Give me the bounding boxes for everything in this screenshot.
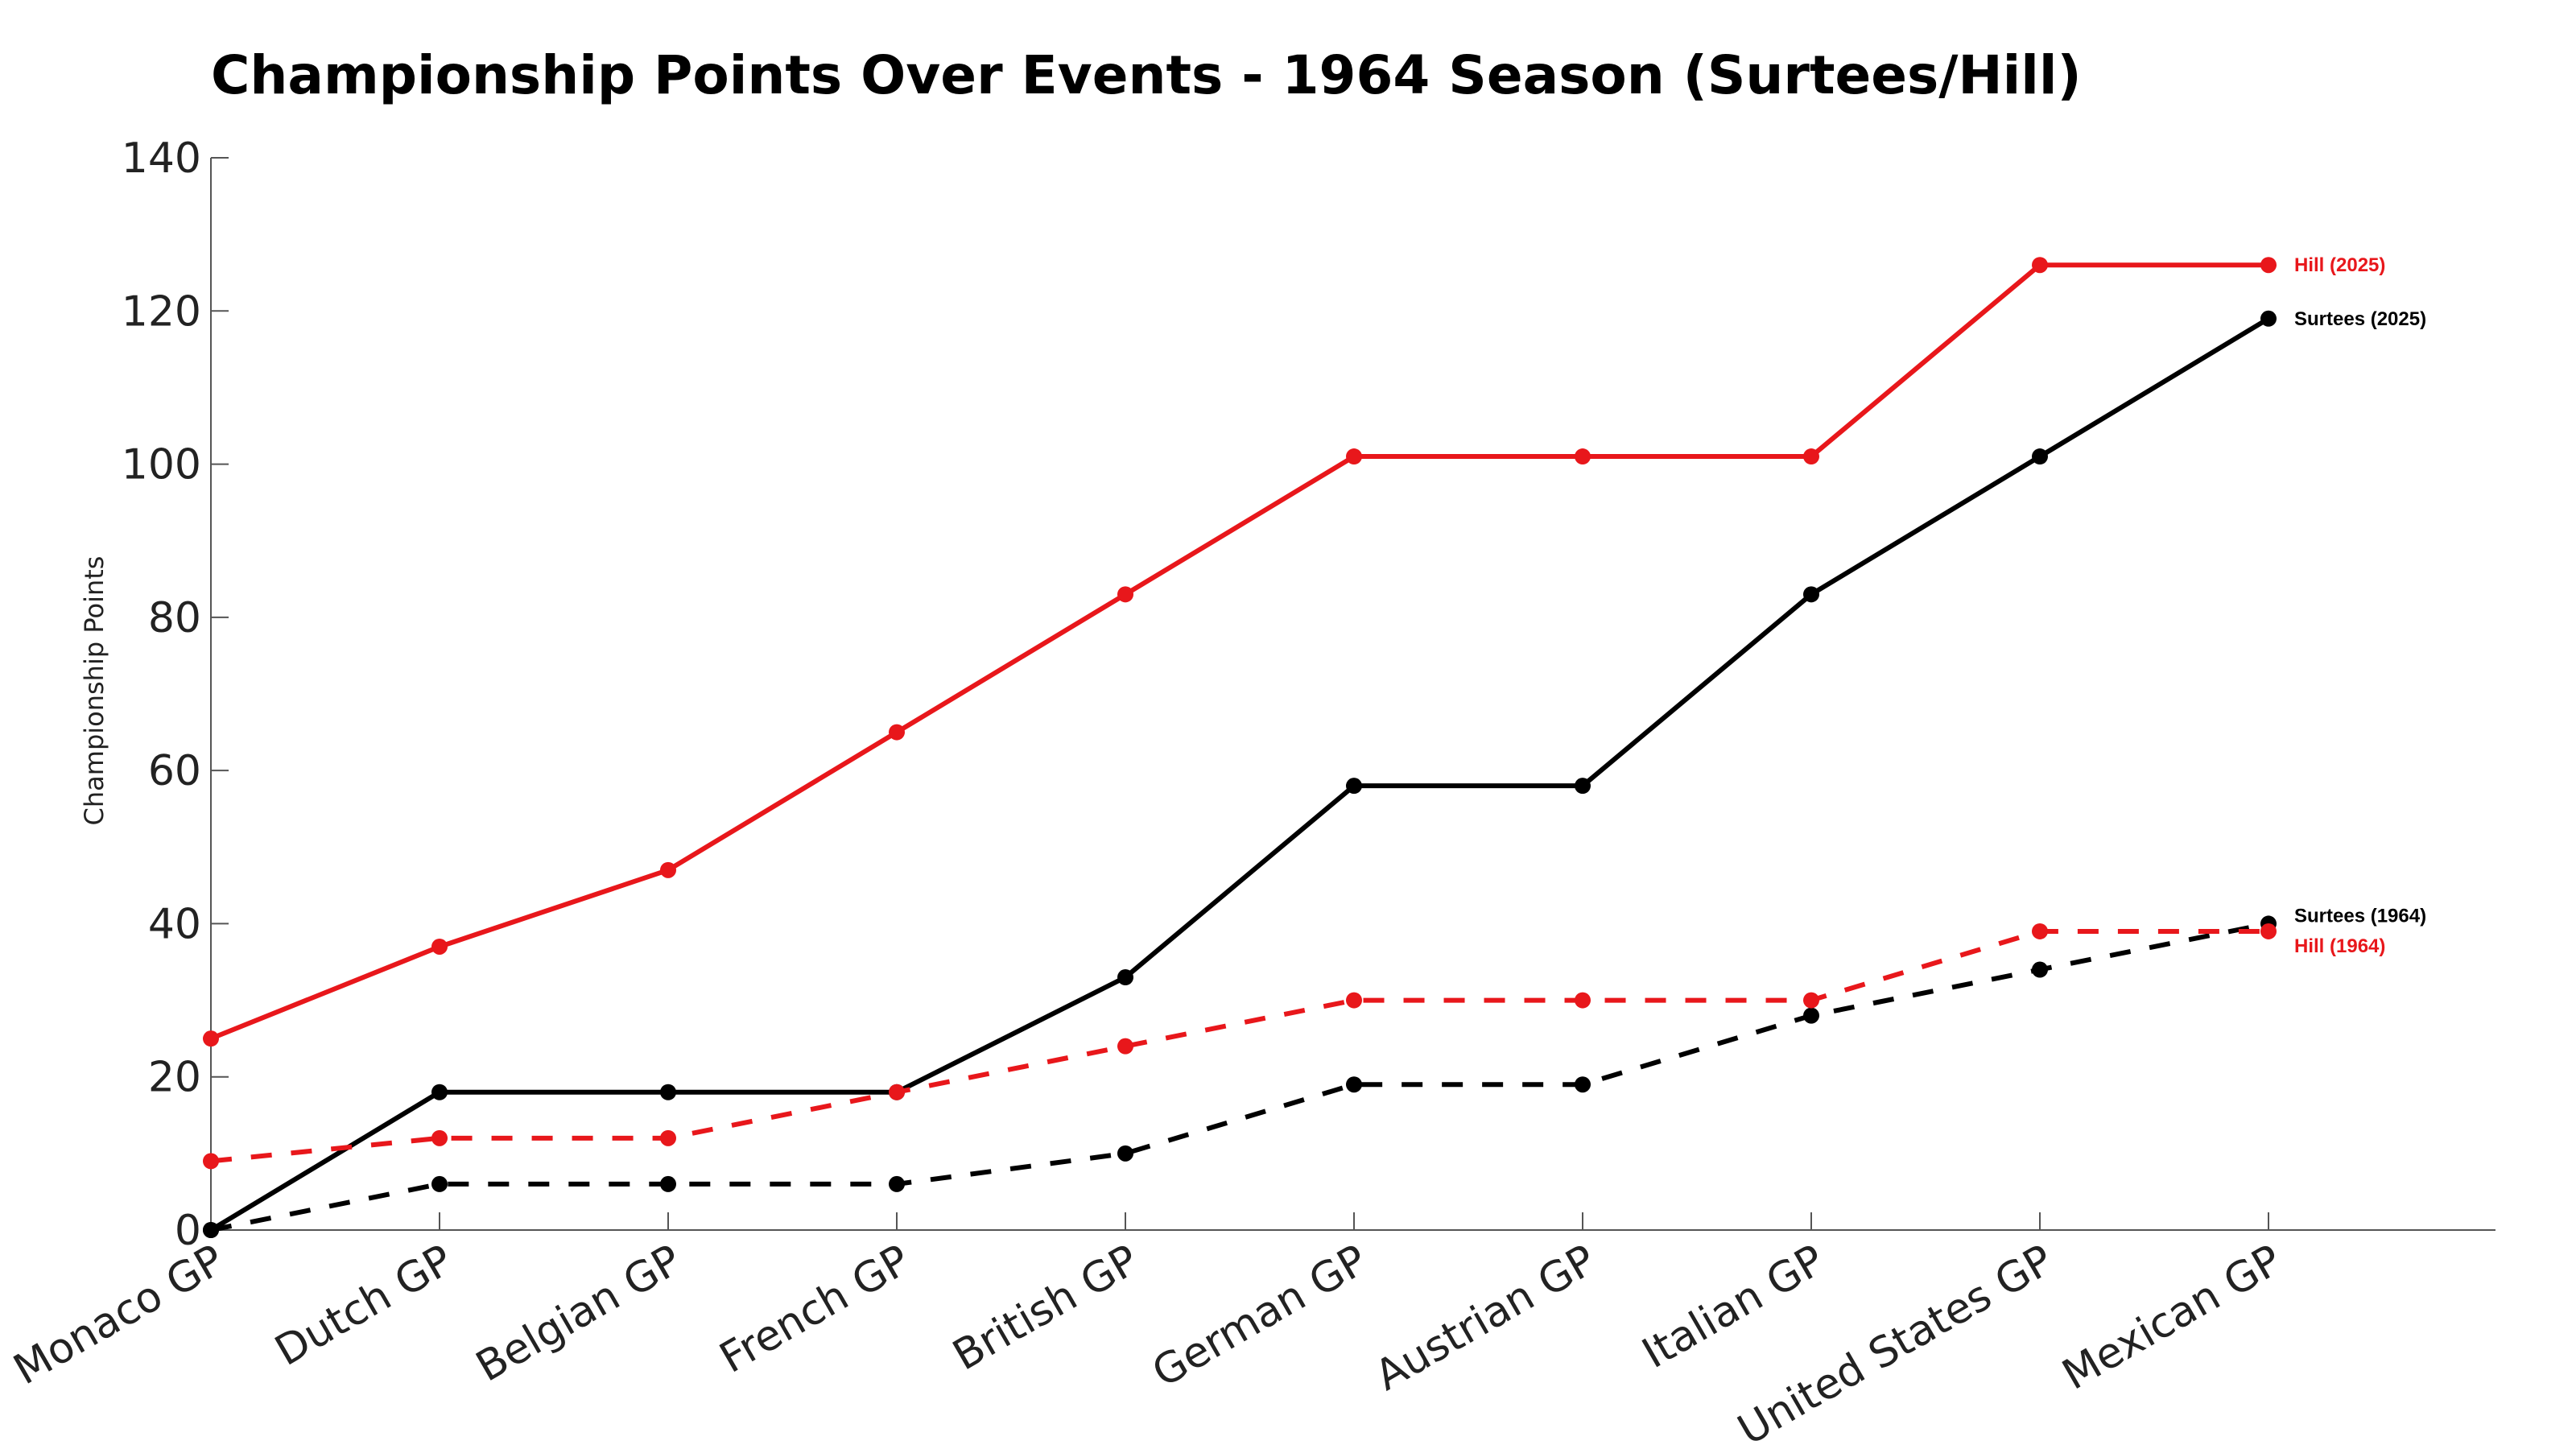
series-layer	[203, 257, 2277, 1238]
x-tick-label: Dutch GP	[267, 1236, 461, 1376]
series-0	[203, 257, 2277, 1047]
x-tick-label: Belgian GP	[469, 1236, 690, 1391]
y-tick-label: 140	[122, 134, 201, 183]
axes: 0 20 40 60 80 100 120 140 Monaco GP Dutch GP Belgi…	[6, 134, 2496, 1449]
x-tick-label: Austrian GP	[1367, 1236, 1604, 1400]
data-point	[1803, 586, 1819, 603]
data-point	[2260, 923, 2277, 939]
data-point	[203, 1153, 219, 1170]
data-point	[1117, 1145, 1133, 1162]
data-point	[203, 1030, 219, 1047]
data-point	[431, 938, 448, 955]
x-tick-label: Mexican GP	[2054, 1236, 2289, 1399]
data-point	[1346, 1076, 1362, 1093]
data-point	[1346, 448, 1362, 465]
data-point	[2032, 923, 2048, 939]
data-point	[660, 861, 676, 878]
series-2	[203, 915, 2277, 1238]
series-1	[203, 310, 2277, 1238]
data-point	[1117, 969, 1133, 986]
y-tick-label: 40	[148, 900, 201, 948]
x-tick-label: German GP	[1145, 1236, 1376, 1397]
data-point	[1575, 1076, 1591, 1093]
data-point	[1575, 992, 1591, 1009]
data-point	[2032, 448, 2048, 465]
data-point	[1803, 1007, 1819, 1024]
x-tick-label: Monaco GP	[6, 1236, 232, 1394]
data-point	[889, 724, 905, 741]
data-point	[1575, 448, 1591, 465]
y-tick-label: 120	[122, 287, 201, 336]
data-point	[889, 1175, 905, 1192]
data-point	[1117, 1038, 1133, 1055]
data-point	[1117, 586, 1133, 603]
y-tick-label: 60	[148, 747, 201, 795]
y-tick-label: 20	[148, 1054, 201, 1102]
data-point	[1803, 992, 1819, 1009]
chart-title: Championship Points Over Events - 1964 S…	[211, 44, 2082, 106]
x-tick-label: Italian GP	[1634, 1236, 1832, 1378]
x-tick-label: British GP	[945, 1236, 1146, 1380]
data-point	[2032, 257, 2048, 274]
y-tick-label: 100	[122, 441, 201, 489]
data-point	[660, 1129, 676, 1146]
series-line	[210, 921, 2269, 1232]
series-end-label: Surtees (2025)	[2294, 308, 2426, 330]
data-point	[431, 1129, 448, 1146]
series-end-label: Hill (1964)	[2294, 935, 2385, 957]
data-point	[1346, 992, 1362, 1009]
end-labels: Hill (2025) Surtees (2025) Surtees (1964) H…	[2294, 254, 2426, 957]
data-point	[2260, 310, 2277, 327]
data-point	[889, 1084, 905, 1100]
series-line	[209, 316, 2270, 1232]
series-end-label: Surtees (1964)	[2294, 905, 2426, 927]
y-tick-label: 80	[148, 594, 201, 642]
y-tick-label: 0	[175, 1207, 201, 1255]
series-line	[209, 262, 2268, 1041]
y-axis-label: Championship Points	[79, 556, 109, 826]
x-tick-label: French GP	[712, 1236, 918, 1382]
data-point	[2260, 257, 2277, 274]
data-point	[431, 1175, 448, 1192]
data-point	[203, 1222, 219, 1238]
series-end-label: Hill (2025)	[2294, 254, 2385, 276]
data-point	[660, 1175, 676, 1192]
data-point	[1575, 778, 1591, 795]
data-point	[1346, 778, 1362, 795]
data-point	[660, 1084, 676, 1100]
series-line	[210, 928, 2268, 1164]
data-point	[1803, 448, 1819, 465]
data-point	[431, 1084, 448, 1100]
data-point	[2032, 961, 2048, 978]
series-3	[203, 923, 2277, 1170]
